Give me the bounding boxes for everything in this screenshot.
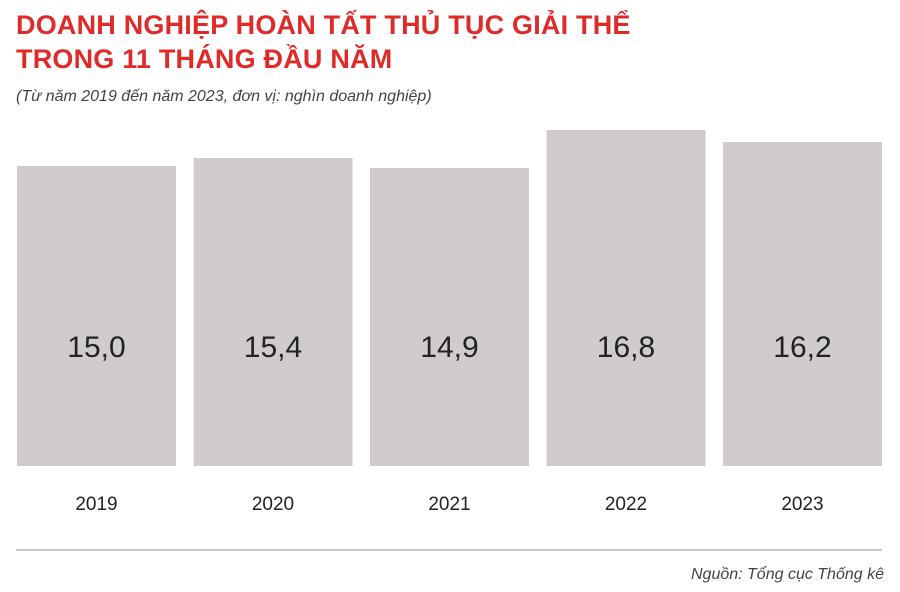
category-label-2023: 2023 [781, 494, 823, 515]
category-label-2019: 2019 [75, 494, 117, 515]
category-label-2022: 2022 [605, 494, 647, 515]
value-label-2020: 15,4 [244, 331, 302, 364]
source-note: Nguồn: Tổng cục Thống kê [690, 566, 884, 583]
footer-divider [16, 549, 882, 551]
category-label-2020: 2020 [252, 494, 294, 515]
category-label-2021: 2021 [428, 494, 470, 515]
value-label-2023: 16,2 [773, 331, 831, 364]
bar-2023 [723, 142, 882, 466]
value-label-2022: 16,8 [597, 331, 655, 364]
value-label-2021: 14,9 [420, 331, 478, 364]
value-label-2019: 15,0 [67, 331, 125, 364]
bar-2019 [17, 166, 176, 466]
title-line-2: TRONG 11 THÁNG ĐẦU NĂM [16, 44, 393, 74]
bar-2021 [370, 168, 529, 466]
bar-2022 [546, 130, 706, 466]
title-line-1: DOANH NGHIỆP HOÀN TẤT THỦ TỤC GIẢI THỂ [16, 10, 631, 40]
bar-2020 [193, 158, 353, 466]
chart-subtitle: (Từ năm 2019 đến năm 2023, đơn vị: nghìn… [16, 88, 432, 105]
chart-title: DOANH NGHIỆP HOÀN TẤT THỦ TỤC GIẢI THỂ T… [16, 8, 876, 76]
